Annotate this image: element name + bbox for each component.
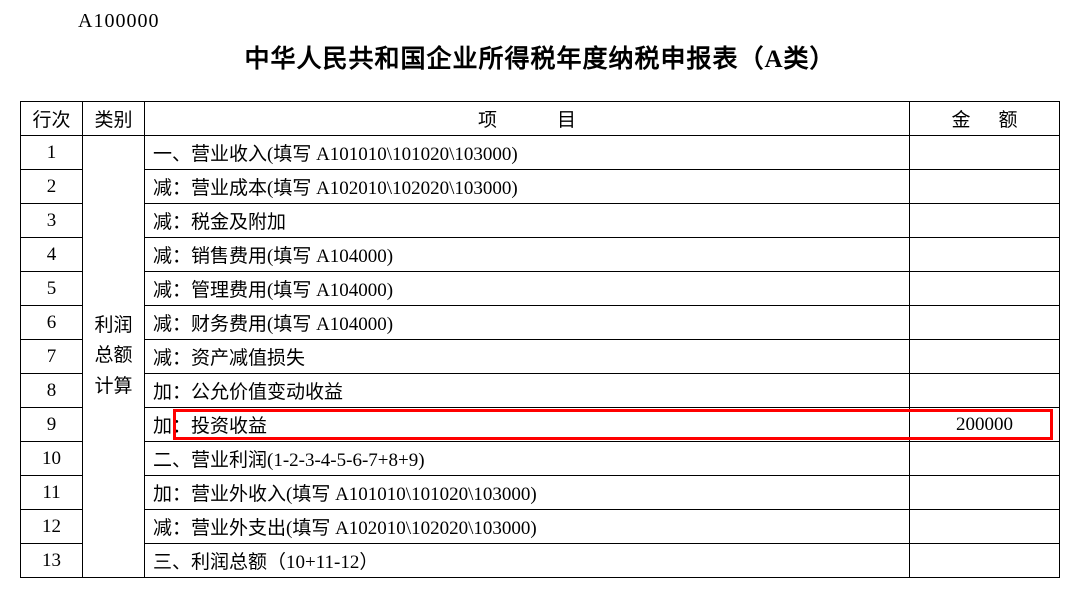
line-number: 13 (21, 544, 83, 578)
item-cell: 加：营业外收入(填写 A101010\101020\103000) (145, 476, 910, 510)
item-cell: 减：财务费用(填写 A104000) (145, 306, 910, 340)
col-header-amount: 金额 (910, 102, 1060, 136)
item-cell: 加：公允价值变动收益 (145, 374, 910, 408)
amount-cell (910, 544, 1060, 578)
form-code: A100000 (78, 10, 1060, 33)
table-row: 1利润总额计算一、营业收入(填写 A101010\101020\103000) (21, 136, 1060, 170)
table-row: 11 加：营业外收入(填写 A101010\101020\103000) (21, 476, 1060, 510)
line-number: 7 (21, 340, 83, 374)
item-cell: 减：资产减值损失 (145, 340, 910, 374)
line-number: 5 (21, 272, 83, 306)
table-row: 3 减：税金及附加 (21, 204, 1060, 238)
item-cell: 二、营业利润(1-2-3-4-5-6-7+8+9) (145, 442, 910, 476)
item-cell: 减：管理费用(填写 A104000) (145, 272, 910, 306)
amount-cell (910, 272, 1060, 306)
item-cell: 三、利润总额（10+11-12） (145, 544, 910, 578)
amount-cell (910, 374, 1060, 408)
item-cell: 减：销售费用(填写 A104000) (145, 238, 910, 272)
amount-cell: 200000 (910, 408, 1060, 442)
amount-cell (910, 204, 1060, 238)
col-header-item: 项目 (145, 102, 910, 136)
col-header-line: 行次 (21, 102, 83, 136)
item-cell: 减：税金及附加 (145, 204, 910, 238)
table-row: 2 减：营业成本(填写 A102010\102020\103000) (21, 170, 1060, 204)
amount-cell (910, 136, 1060, 170)
item-cell: 减：营业外支出(填写 A102010\102020\103000) (145, 510, 910, 544)
item-cell: 加：投资收益 (145, 408, 910, 442)
line-number: 12 (21, 510, 83, 544)
table-row: 6 减：财务费用(填写 A104000) (21, 306, 1060, 340)
category-cell: 利润总额计算 (83, 136, 145, 578)
table-row: 5 减：管理费用(填写 A104000) (21, 272, 1060, 306)
table-row: 4 减：销售费用(填写 A104000) (21, 238, 1060, 272)
table-row: 8 加：公允价值变动收益 (21, 374, 1060, 408)
amount-cell (910, 238, 1060, 272)
line-number: 3 (21, 204, 83, 238)
col-header-category: 类别 (83, 102, 145, 136)
item-cell: 一、营业收入(填写 A101010\101020\103000) (145, 136, 910, 170)
amount-cell (910, 442, 1060, 476)
table-row: 9 加：投资收益200000 (21, 408, 1060, 442)
line-number: 8 (21, 374, 83, 408)
item-cell: 减：营业成本(填写 A102010\102020\103000) (145, 170, 910, 204)
line-number: 6 (21, 306, 83, 340)
table-row: 7 减：资产减值损失 (21, 340, 1060, 374)
line-number: 10 (21, 442, 83, 476)
highlight-box (908, 409, 1053, 440)
table-row: 13 三、利润总额（10+11-12） (21, 544, 1060, 578)
amount-cell (910, 170, 1060, 204)
line-number: 1 (21, 136, 83, 170)
page-title: 中华人民共和国企业所得税年度纳税申报表（A类） (20, 39, 1060, 75)
amount-cell (910, 510, 1060, 544)
amount-cell (910, 306, 1060, 340)
tax-table: 行次 类别 项目 金额 1利润总额计算一、营业收入(填写 A101010\101… (20, 101, 1060, 578)
line-number: 9 (21, 408, 83, 442)
amount-cell (910, 476, 1060, 510)
table-row: 10 二、营业利润(1-2-3-4-5-6-7+8+9) (21, 442, 1060, 476)
line-number: 2 (21, 170, 83, 204)
amount-cell (910, 340, 1060, 374)
line-number: 11 (21, 476, 83, 510)
table-row: 12 减：营业外支出(填写 A102010\102020\103000) (21, 510, 1060, 544)
line-number: 4 (21, 238, 83, 272)
table-header-row: 行次 类别 项目 金额 (21, 102, 1060, 136)
